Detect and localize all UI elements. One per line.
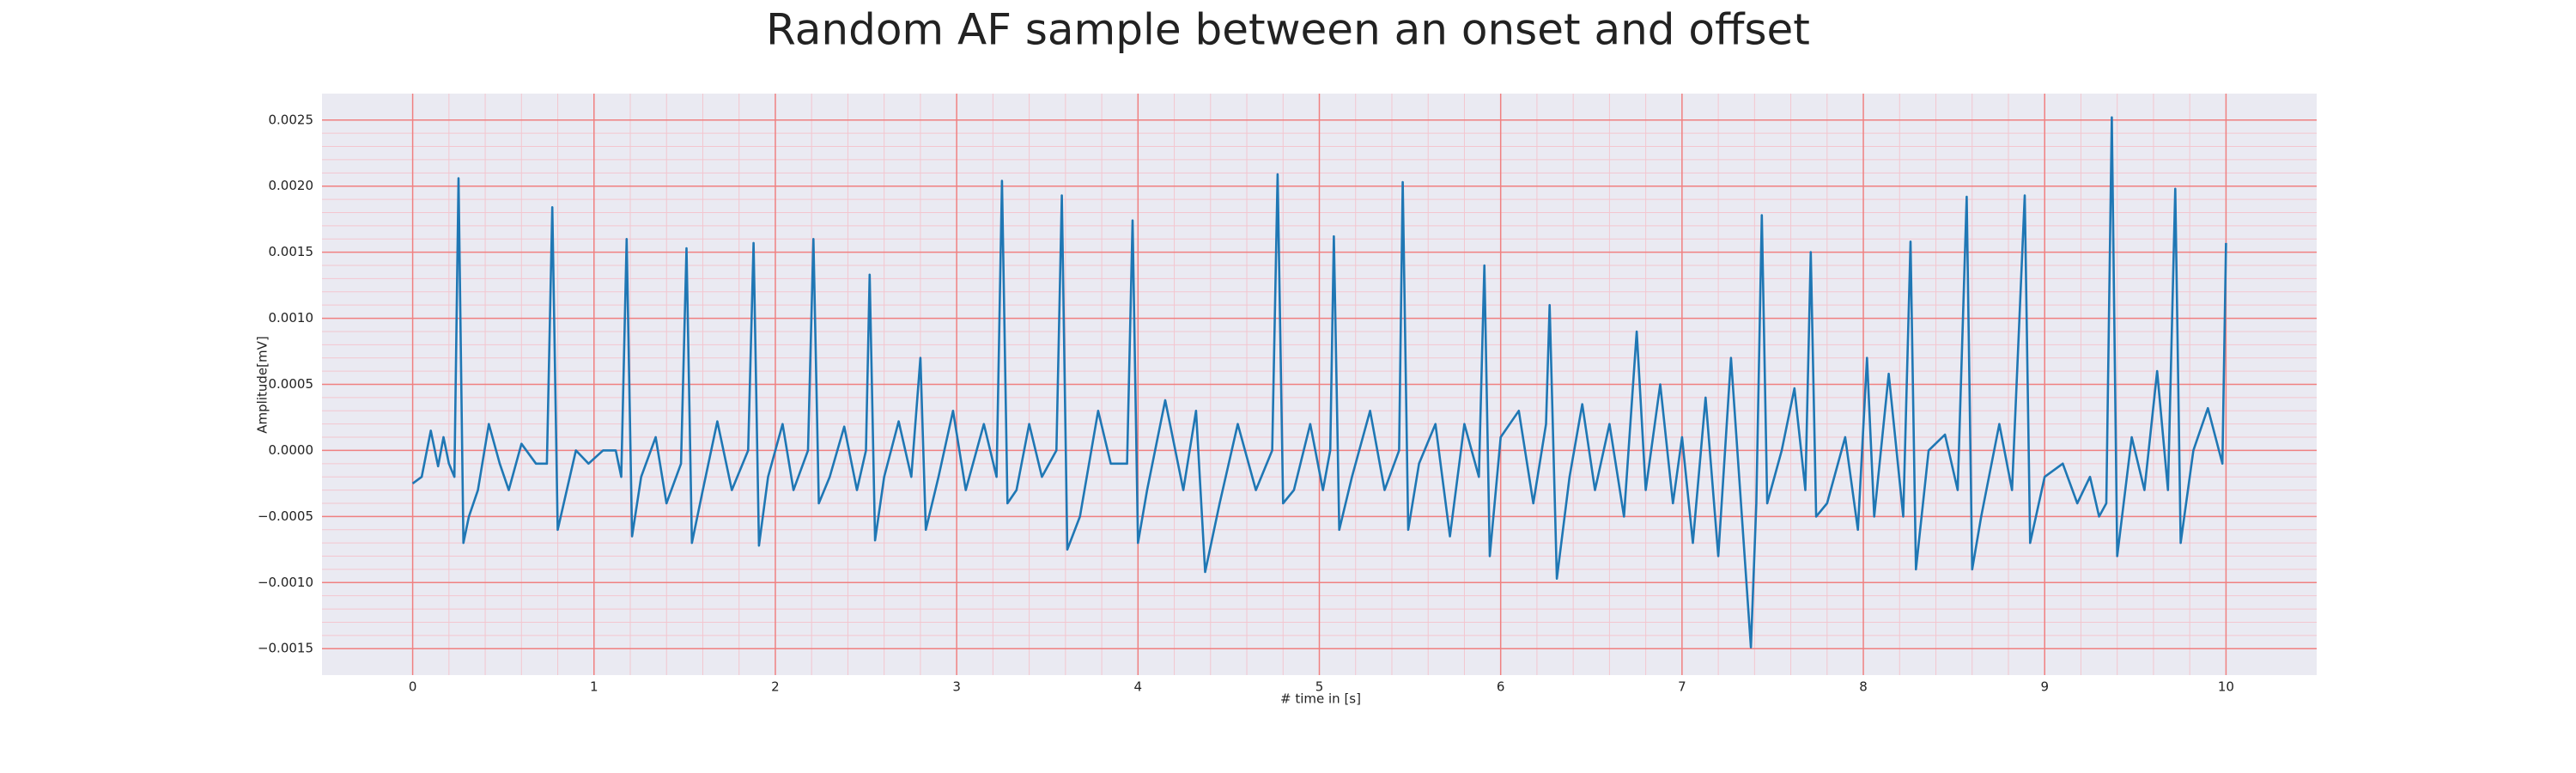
y-tick-label: 0.0020 — [269, 178, 314, 193]
chart-title: Random AF sample between an onset and of… — [766, 5, 1810, 55]
x-tick-label: 9 — [2040, 679, 2049, 695]
y-tick-label: −0.0005 — [258, 508, 313, 524]
y-tick-label: 0.0025 — [269, 112, 314, 127]
x-axis-label: # time in [s] — [1280, 691, 1361, 707]
signal-line — [411, 116, 2227, 648]
x-tick-label: 2 — [771, 679, 780, 695]
x-tick-label: 5 — [1315, 679, 1324, 695]
x-tick-label: 1 — [590, 679, 598, 695]
y-tick-label: −0.0010 — [258, 575, 313, 590]
x-tick-label: 7 — [1678, 679, 1686, 695]
y-tick-label: 0.0005 — [269, 376, 314, 392]
y-tick-label: 0.0000 — [269, 442, 314, 458]
y-tick-label: 0.0010 — [269, 310, 314, 326]
x-tick-label: 6 — [1497, 679, 1505, 695]
x-tick-label: 0 — [409, 679, 417, 695]
x-tick-label: 4 — [1134, 679, 1143, 695]
y-axis-label: Amplitude[mV] — [255, 336, 270, 433]
y-tick-label: −0.0015 — [258, 641, 313, 656]
x-tick-label: 3 — [952, 679, 961, 695]
x-tick-label: 8 — [1859, 679, 1868, 695]
x-tick-label: 10 — [2218, 679, 2234, 695]
y-tick-label: 0.0015 — [269, 244, 314, 259]
